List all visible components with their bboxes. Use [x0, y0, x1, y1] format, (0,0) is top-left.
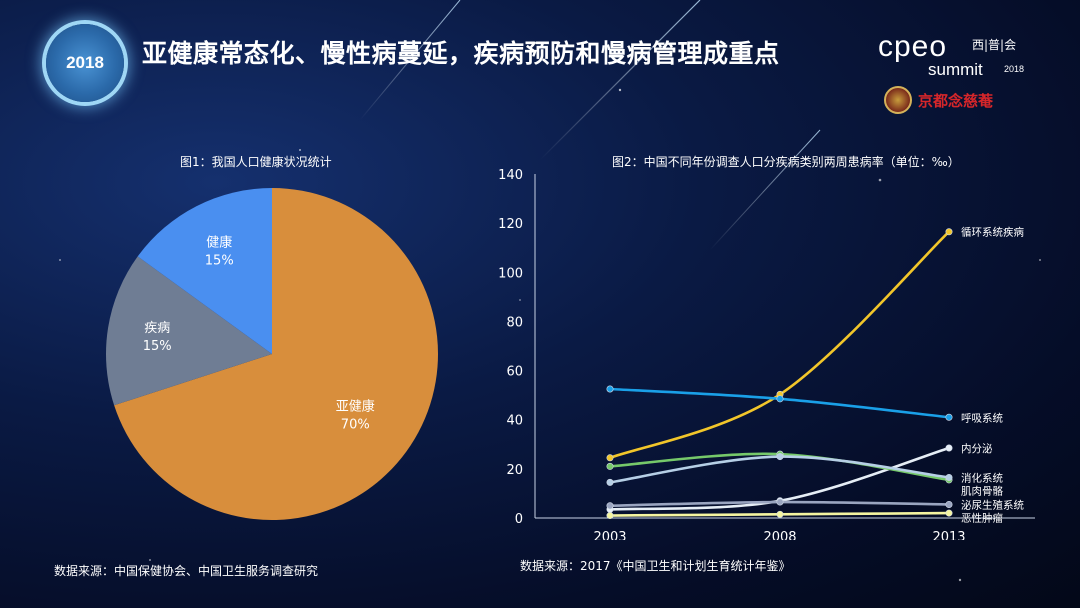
cpeo-summit-logo: cpeo 西|普|会 summit 2018 京都念慈菴	[878, 30, 1058, 114]
series-line-0	[609, 230, 950, 460]
source-left: 数据来源：中国保健协会、中国卫生服务调查研究	[54, 564, 319, 578]
series-point-1	[776, 395, 784, 403]
sponsor-emblem-icon	[884, 86, 912, 114]
series-label-1: 呼吸系统	[961, 411, 1003, 424]
series-point-2	[945, 444, 953, 452]
logo-main-text: cpeo	[878, 30, 948, 63]
series-point-1	[945, 413, 953, 421]
series-point-6	[776, 510, 784, 518]
series-point-3	[606, 462, 614, 470]
sponsor-name: 京都念慈菴	[918, 91, 994, 110]
y-tick-label: 100	[498, 266, 523, 281]
fig1-title: 图1：我国人口健康状况统计	[180, 155, 332, 169]
pie-value-1: 15%	[143, 339, 172, 354]
series-point-5	[776, 498, 784, 506]
series-label-4: 消化系统	[961, 471, 1003, 484]
y-tick-label: 20	[506, 463, 523, 478]
pie-value-2: 70%	[341, 417, 370, 432]
page-title: 亚健康常态化、慢性病蔓延，疾病预防和慢病管理成重点	[142, 39, 780, 68]
logo-sub-text: summit	[928, 60, 983, 79]
series-point-5	[945, 500, 953, 508]
series-label-2: 内分泌	[961, 442, 993, 455]
series-label-5: 泌尿生殖系统	[961, 498, 1024, 511]
pie-label-0: 健康	[206, 234, 232, 250]
y-tick-label: 40	[506, 414, 523, 429]
series-label-3: 肌肉骨骼	[961, 484, 1003, 497]
series-point-5	[606, 502, 614, 510]
series-point-4	[606, 478, 614, 486]
pie-slice-1	[106, 256, 272, 406]
pie-slice-2	[114, 188, 439, 520]
y-tick-label: 140	[498, 168, 523, 183]
x-tick-label: 2013	[932, 530, 965, 540]
series-point-4	[945, 473, 953, 481]
fig2-title: 图2：中国不同年份调查人口分疾病类别两周患病率（单位：‰）	[612, 155, 960, 169]
series-point-0	[945, 228, 953, 236]
series-label-6: 恶性肿瘤	[961, 511, 1003, 524]
series-point-4	[776, 453, 784, 461]
x-tick-label: 2003	[593, 530, 626, 540]
year-badge-label: 2018	[66, 53, 104, 72]
pie-slice-0	[137, 188, 272, 354]
series-point-1	[606, 385, 614, 393]
line-chart: 0 20 40 60 80 100 120 140 2003 2008 2013 循环系统疾病呼吸系统…	[498, 168, 1035, 540]
pie-label-1: 疾病	[144, 321, 170, 336]
y-tick-label: 80	[506, 315, 523, 330]
x-tick-label: 2008	[763, 530, 796, 540]
source-right: 数据来源：2017《中国卫生和计划生育统计年鉴》	[520, 559, 791, 573]
sponsor-logo: 京都念慈菴	[884, 86, 993, 114]
y-tick-label: 60	[506, 365, 523, 380]
y-tick-label: 120	[498, 217, 523, 232]
logo-cn-text: 西|普|会	[972, 38, 1017, 52]
pie-value-0: 15%	[205, 253, 234, 268]
series-label-0: 循环系统疾病	[961, 226, 1024, 239]
pie-label-2: 亚健康	[336, 398, 375, 414]
year-badge: 2018	[46, 24, 124, 102]
series-point-0	[606, 454, 614, 462]
pie-chart: 亚健康 70% 疾病 15% 健康 15%	[106, 188, 439, 520]
logo-year-text: 2018	[1004, 64, 1025, 74]
series-point-6	[945, 509, 953, 517]
y-tick-label: 0	[515, 512, 523, 527]
series-point-6	[606, 512, 614, 520]
